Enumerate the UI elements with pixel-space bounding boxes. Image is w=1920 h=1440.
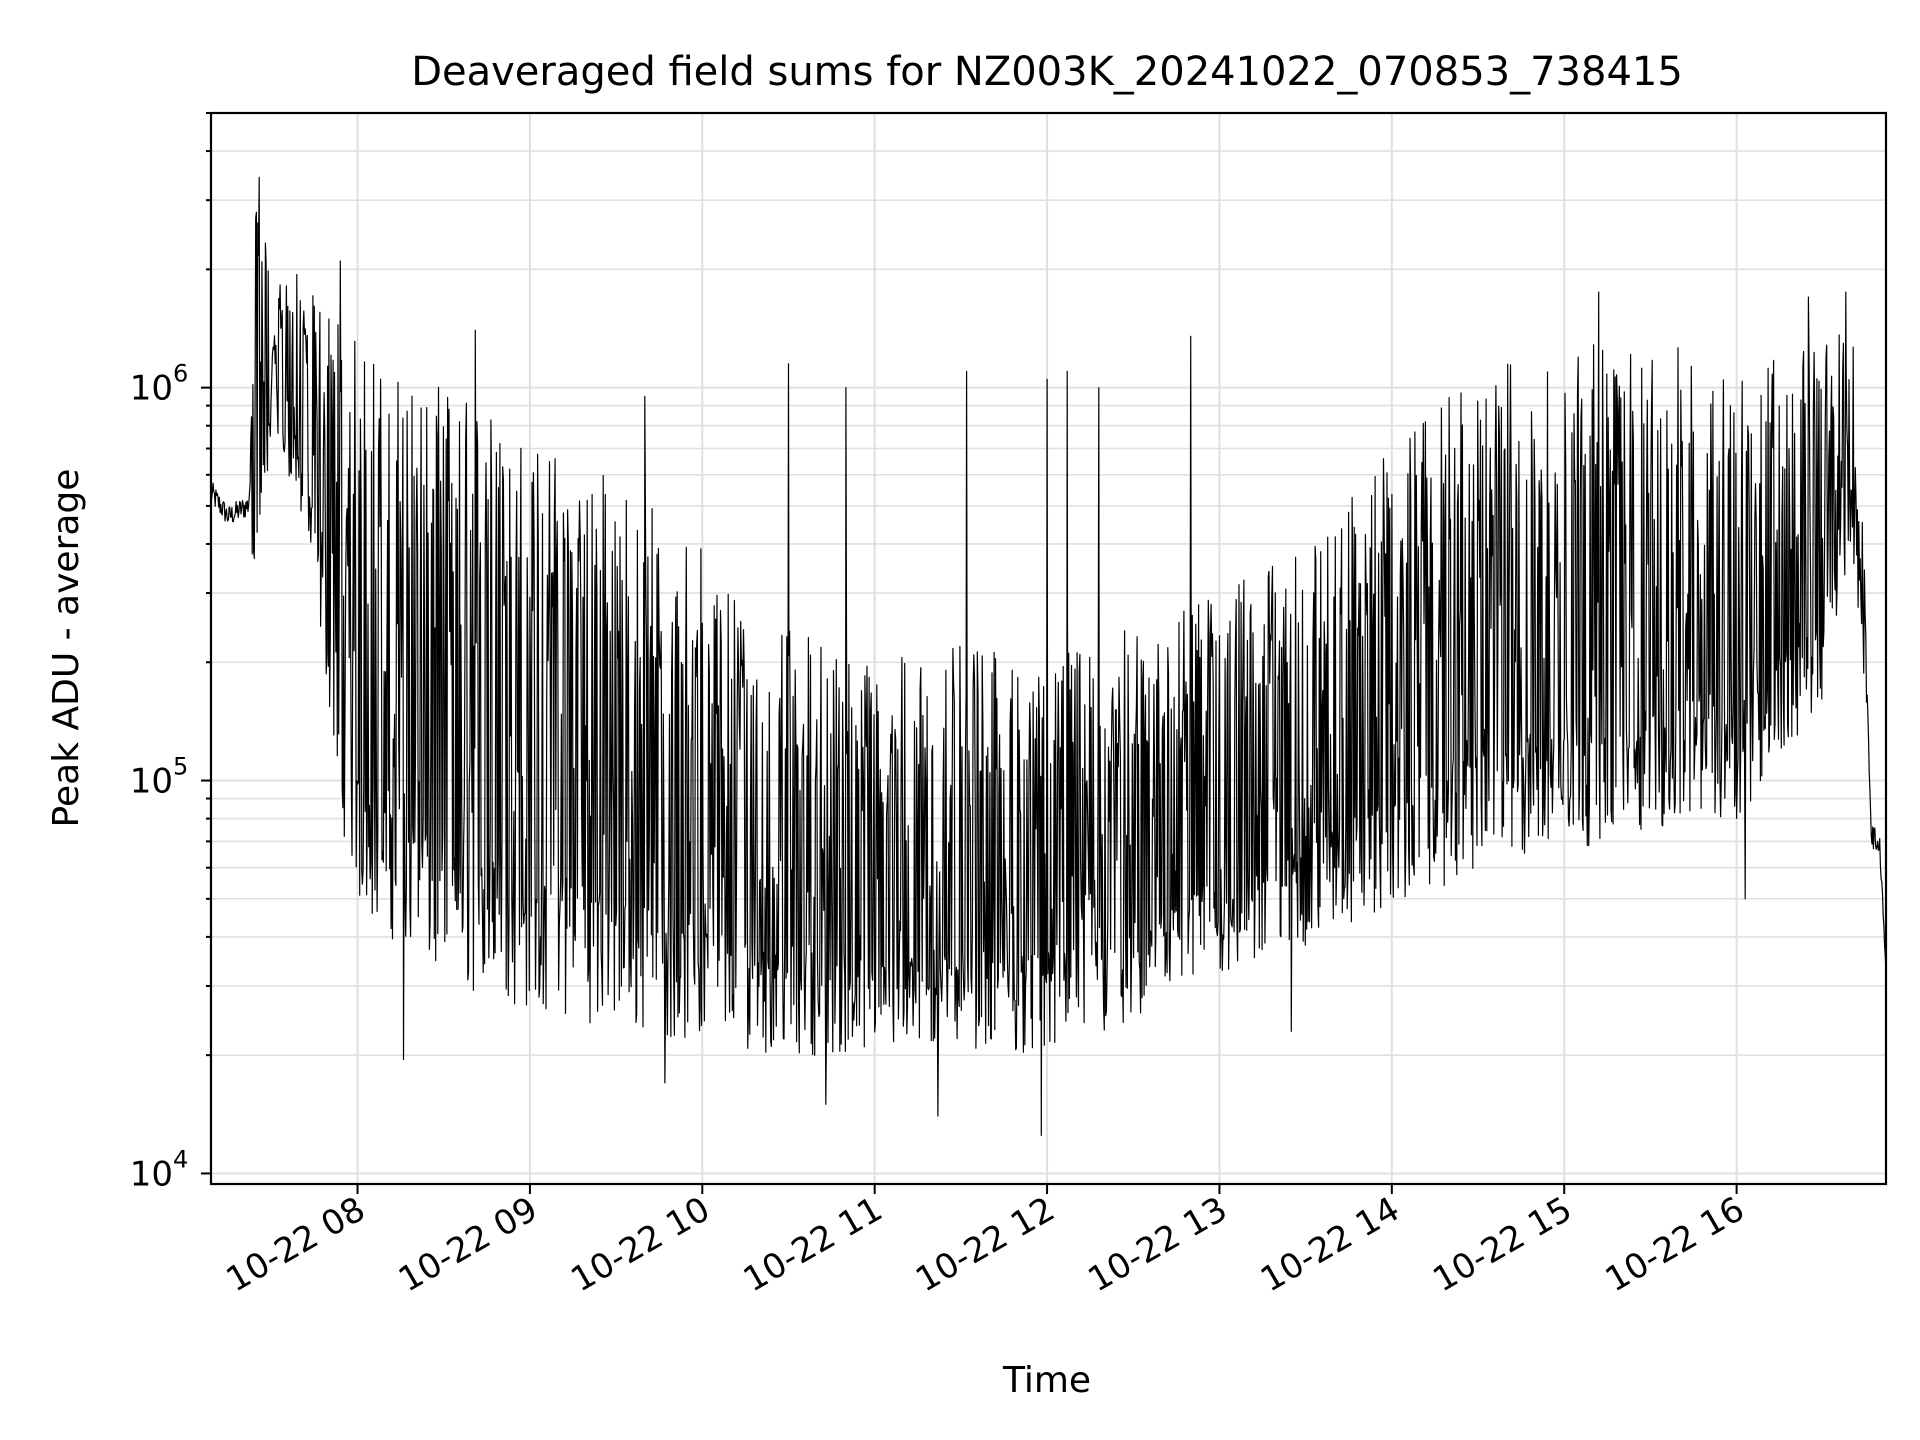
y-tick-exponent: 5 (173, 753, 188, 781)
x-axis-label: Time (1002, 1360, 1091, 1401)
y-tick-base: 10 (130, 1154, 173, 1194)
series-area (210, 176, 1887, 1136)
y-tick-label: 105 (130, 753, 189, 802)
y-tick-base: 10 (130, 762, 173, 802)
y-tick-label: 106 (130, 360, 189, 409)
y-tick-base: 10 (130, 369, 173, 409)
series-line (210, 176, 1887, 1136)
y-axis-label: Peak ADU - average (46, 469, 87, 828)
chart-title: Deaveraged field sums for NZ003K_2024102… (411, 49, 1683, 95)
y-tick-label: 104 (130, 1145, 189, 1194)
plot-frame (209, 111, 1888, 1186)
y-tick-exponent: 6 (173, 360, 188, 388)
y-tick-exponent: 4 (173, 1145, 188, 1173)
